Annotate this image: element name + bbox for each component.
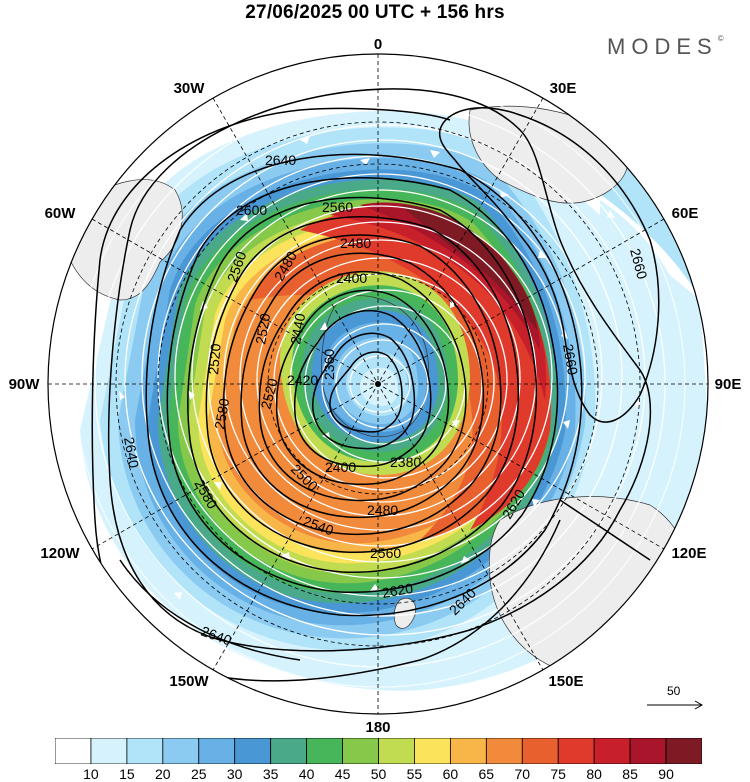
colorbar-tick-label: 30	[226, 766, 243, 782]
colorbar-tick-label: 80	[586, 766, 602, 782]
contour-label: 2380	[390, 454, 421, 470]
colorbar-swatch	[414, 738, 451, 764]
colorbar-swatch	[162, 738, 200, 764]
contour-label: 2560	[370, 545, 401, 561]
lon-label-150w: 150W	[169, 673, 209, 690]
colorbar-swatch	[665, 738, 702, 764]
contour-label: 2520	[257, 376, 281, 410]
lon-label-0: 0	[374, 36, 382, 53]
contour-label: 2660	[560, 343, 581, 377]
lon-label-60w: 60W	[45, 205, 77, 222]
colorbar-tick-label: 75	[550, 766, 566, 782]
colorbar-tick-label: 10	[83, 766, 99, 782]
colorbar-tick-label: 25	[191, 766, 207, 782]
colorbar-swatch	[90, 738, 128, 764]
contour-label: 2400	[325, 459, 356, 475]
contour-label: 2440	[287, 312, 308, 346]
new-zealand-land	[393, 598, 416, 629]
contour-label: 2560	[322, 199, 353, 215]
lon-label-30w: 30W	[174, 80, 206, 97]
contour-label: 2480	[340, 235, 371, 251]
contour-label: 2640	[121, 436, 142, 470]
contour-label: 2480	[367, 502, 398, 518]
colorbar-swatch	[557, 738, 595, 764]
lon-label-120e: 120E	[671, 545, 706, 562]
colorbar-tick-label: 55	[406, 766, 423, 782]
colorbar-swatch	[485, 738, 523, 764]
pole-marker	[375, 381, 381, 387]
colorbar-tick-label: 65	[478, 766, 495, 782]
colorbar-tick-label: 15	[119, 766, 135, 782]
colorbar-tick-label: 35	[262, 766, 279, 782]
brand-text: MODES	[607, 34, 718, 59]
height-contours	[91, 88, 660, 682]
contour-label: 2420	[287, 372, 318, 388]
lon-label-150e: 150E	[548, 673, 583, 690]
colorbar-swatch	[521, 738, 559, 764]
brand-mark: ©	[717, 34, 724, 43]
lon-label-90e: 90E	[715, 376, 742, 393]
brand-logo: MODES©	[607, 34, 724, 60]
colorbar-tick-label: 60	[442, 766, 459, 782]
colorbar-tick-label: 85	[622, 766, 638, 782]
map-title: 27/06/2025 00 UTC + 156 hrs	[245, 2, 505, 23]
colorbar-swatch	[55, 738, 92, 764]
colorbar	[55, 738, 702, 764]
colorbar-tick-label: 40	[298, 766, 315, 782]
contour-label: 2520	[205, 343, 224, 376]
contour-label: 2660	[627, 247, 651, 281]
colorbar-swatch	[234, 738, 272, 764]
colorbar-swatch	[629, 738, 667, 764]
polar-map: 2640 2600 2560 2480 2480 2400 2560 2520 …	[9, 36, 742, 736]
globe-boundary	[47, 53, 709, 715]
reference-arrow-icon	[647, 700, 704, 710]
colorbar-swatch	[593, 738, 631, 764]
colorbar-swatch	[306, 738, 343, 764]
colorbar-tick-label: 70	[514, 766, 531, 782]
colorbar-swatch	[342, 738, 379, 764]
colorbar-swatch	[449, 738, 487, 764]
reference-vector: 50	[645, 684, 705, 714]
reference-vector-label: 50	[667, 684, 681, 698]
contour-label: 2600	[236, 202, 267, 218]
colorbar-swatch	[198, 738, 236, 764]
colorbar-tick-label: 90	[658, 766, 674, 782]
contour-label: 2580	[211, 397, 232, 431]
colorbar-swatch	[126, 738, 164, 764]
colorbar-swatch	[270, 738, 308, 764]
colorbar-tick-label: 50	[370, 766, 387, 782]
lon-label-30e: 30E	[550, 80, 577, 97]
lon-label-180: 180	[365, 719, 390, 736]
lon-label-60e: 60E	[672, 205, 699, 222]
streamline-arrows	[119, 136, 640, 600]
colorbar-tick-label: 20	[155, 766, 171, 782]
lon-label-90w: 90W	[9, 376, 41, 393]
longitude-labels: 0 30E 60E 90E 120E 150E 180 150W 120W 90…	[9, 36, 742, 736]
antarctica-land	[321, 295, 429, 438]
contour-label: 2620	[381, 580, 415, 601]
colorbar-tick-label: 45	[334, 766, 351, 782]
lon-label-120w: 120W	[40, 545, 80, 562]
contour-label: 2360	[321, 349, 337, 380]
contour-label: 2640	[265, 152, 296, 168]
contour-label: 2400	[336, 270, 367, 286]
colorbar-swatch	[378, 738, 415, 764]
